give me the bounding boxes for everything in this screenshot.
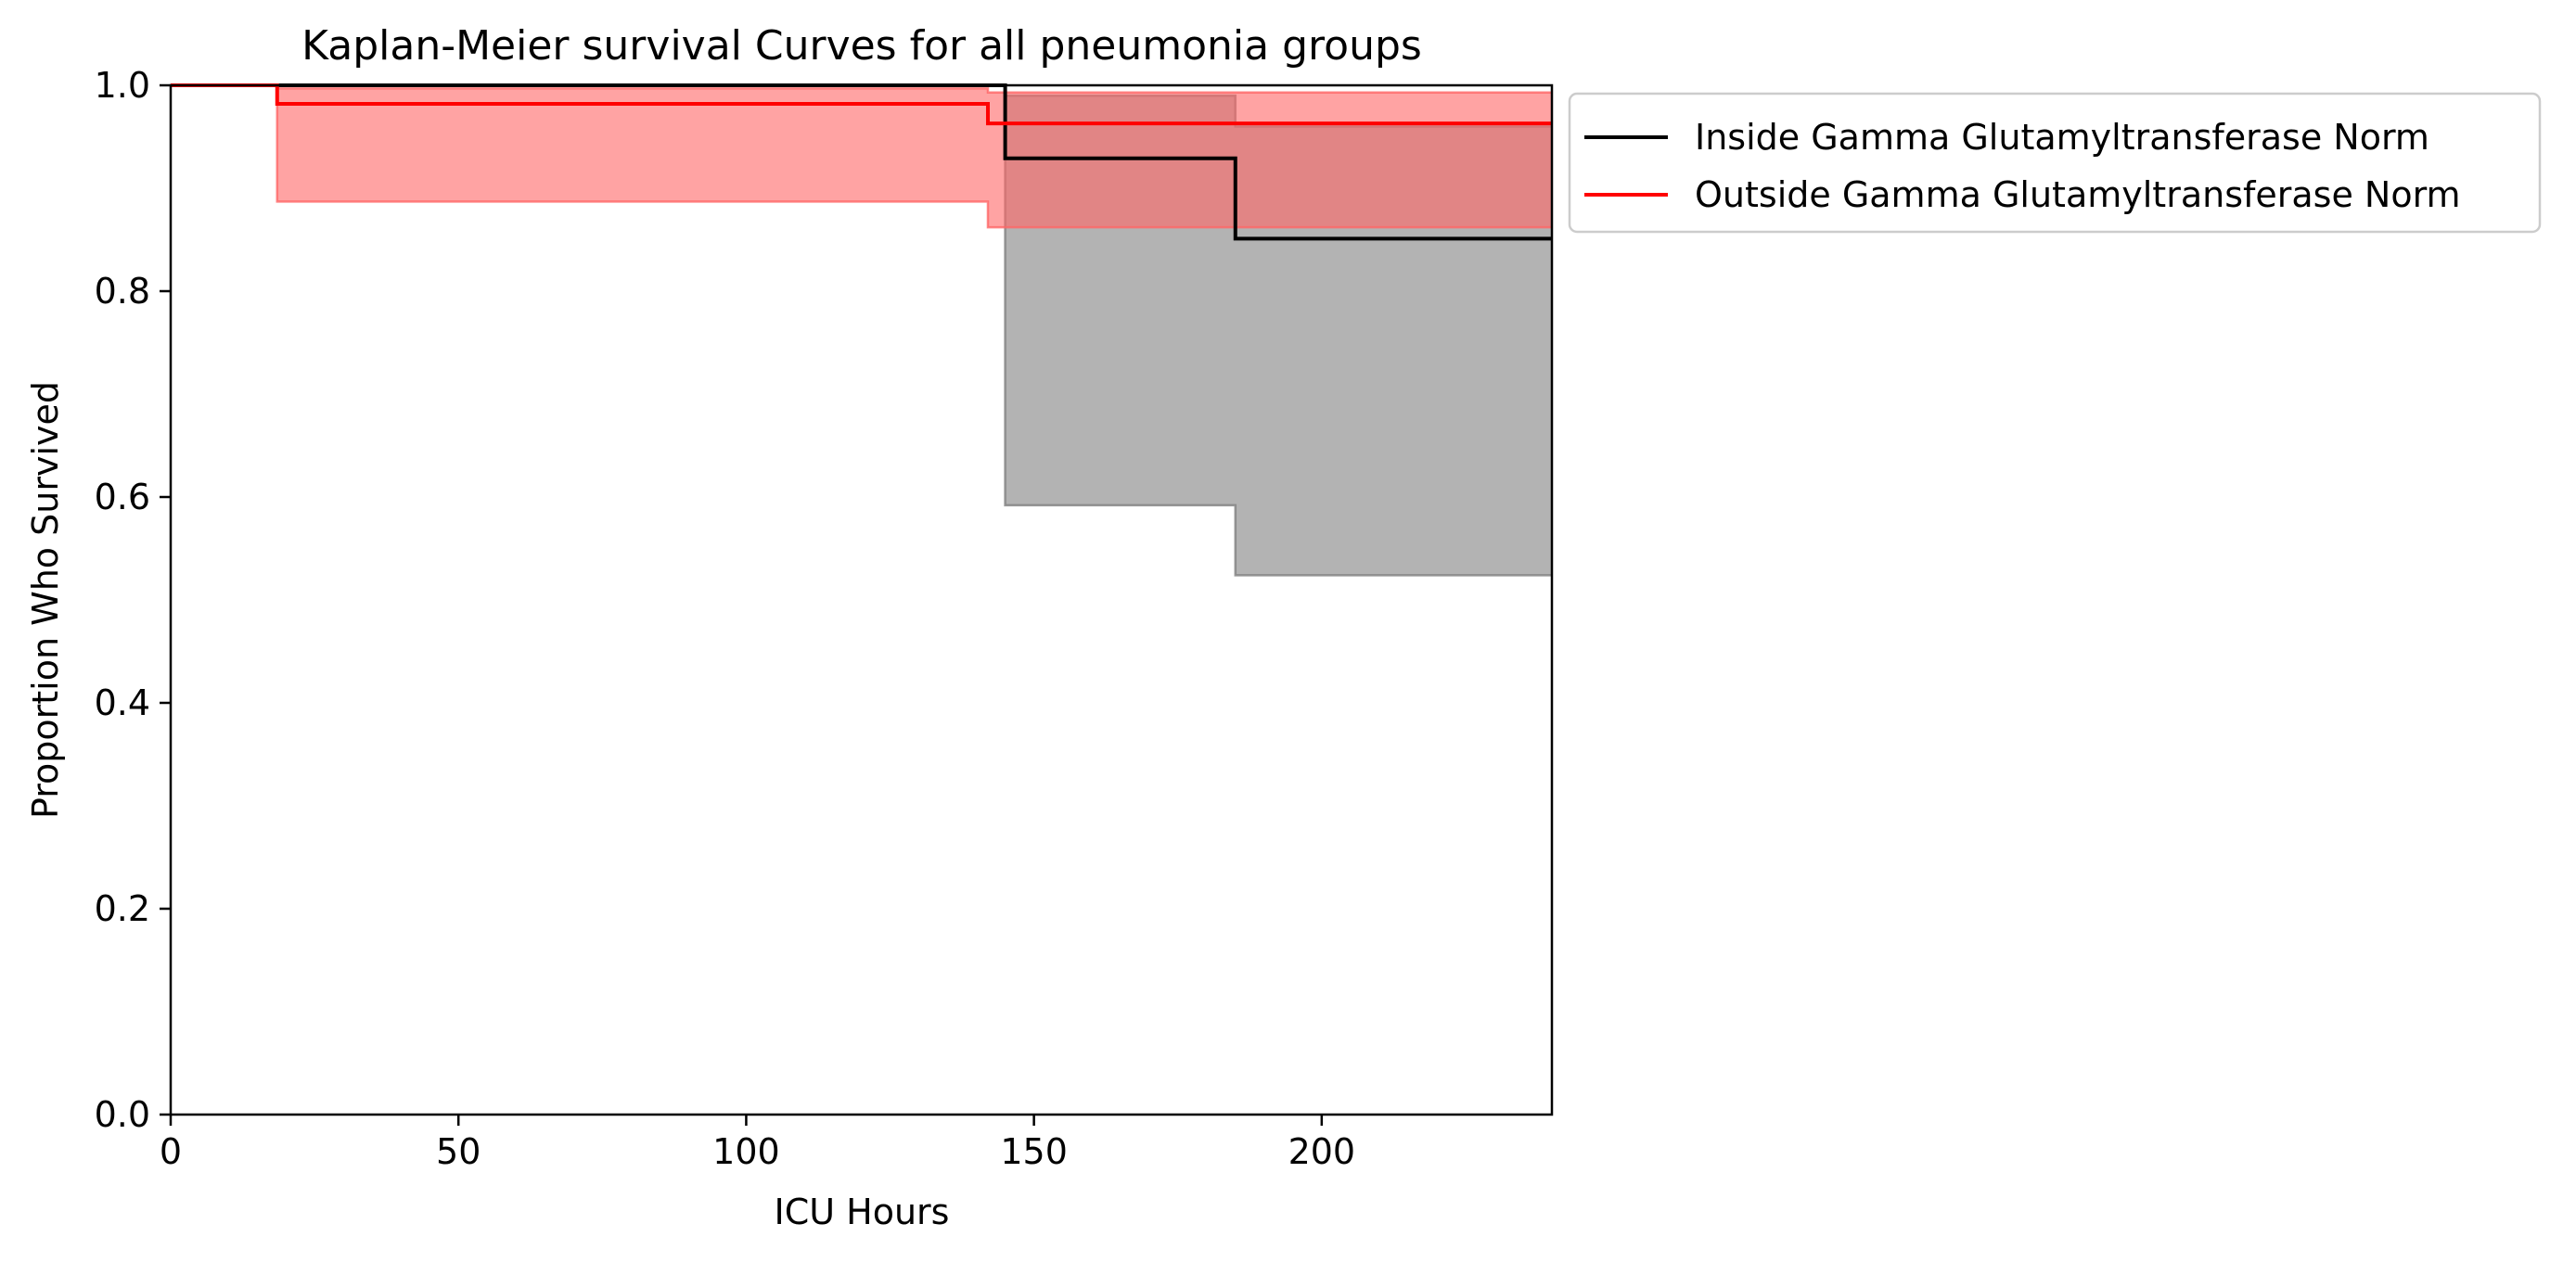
y-tick-label: 0.4 bbox=[95, 682, 150, 723]
plot-area-frame bbox=[169, 83, 1554, 1116]
chart-title: Kaplan-Meier survival Curves for all pne… bbox=[301, 22, 1422, 70]
x-tick-label: 0 bbox=[160, 1131, 182, 1172]
confidence-bands bbox=[171, 83, 1552, 577]
y-tick-label: 0.0 bbox=[95, 1094, 150, 1135]
legend-frame bbox=[1568, 92, 2542, 234]
x-axis-ticks: 0 50 100 150 200 bbox=[160, 1115, 1355, 1172]
x-axis-label: ICU Hours bbox=[775, 1192, 950, 1232]
y-tick-label: 0.8 bbox=[95, 271, 150, 312]
x-tick-label: 50 bbox=[436, 1131, 481, 1172]
x-tick-label: 150 bbox=[1000, 1131, 1068, 1172]
legend: Inside Gamma Glutamyltransferase Norm Ou… bbox=[1568, 92, 2542, 234]
legend-label-outside: Outside Gamma Glutamyltransferase Norm bbox=[1695, 174, 2461, 215]
y-axis-ticks: 0.0 0.2 0.4 0.6 0.8 1.0 bbox=[95, 65, 171, 1135]
legend-label-inside: Inside Gamma Glutamyltransferase Norm bbox=[1695, 117, 2429, 158]
y-axis-label: Proportion Who Survived bbox=[25, 381, 66, 819]
y-tick-label: 0.6 bbox=[95, 477, 150, 517]
ci-band-1 bbox=[171, 85, 1552, 228]
y-tick-label: 0.2 bbox=[95, 888, 150, 929]
y-tick-label: 1.0 bbox=[95, 65, 150, 106]
x-tick-label: 100 bbox=[712, 1131, 780, 1172]
x-tick-label: 200 bbox=[1288, 1131, 1356, 1172]
